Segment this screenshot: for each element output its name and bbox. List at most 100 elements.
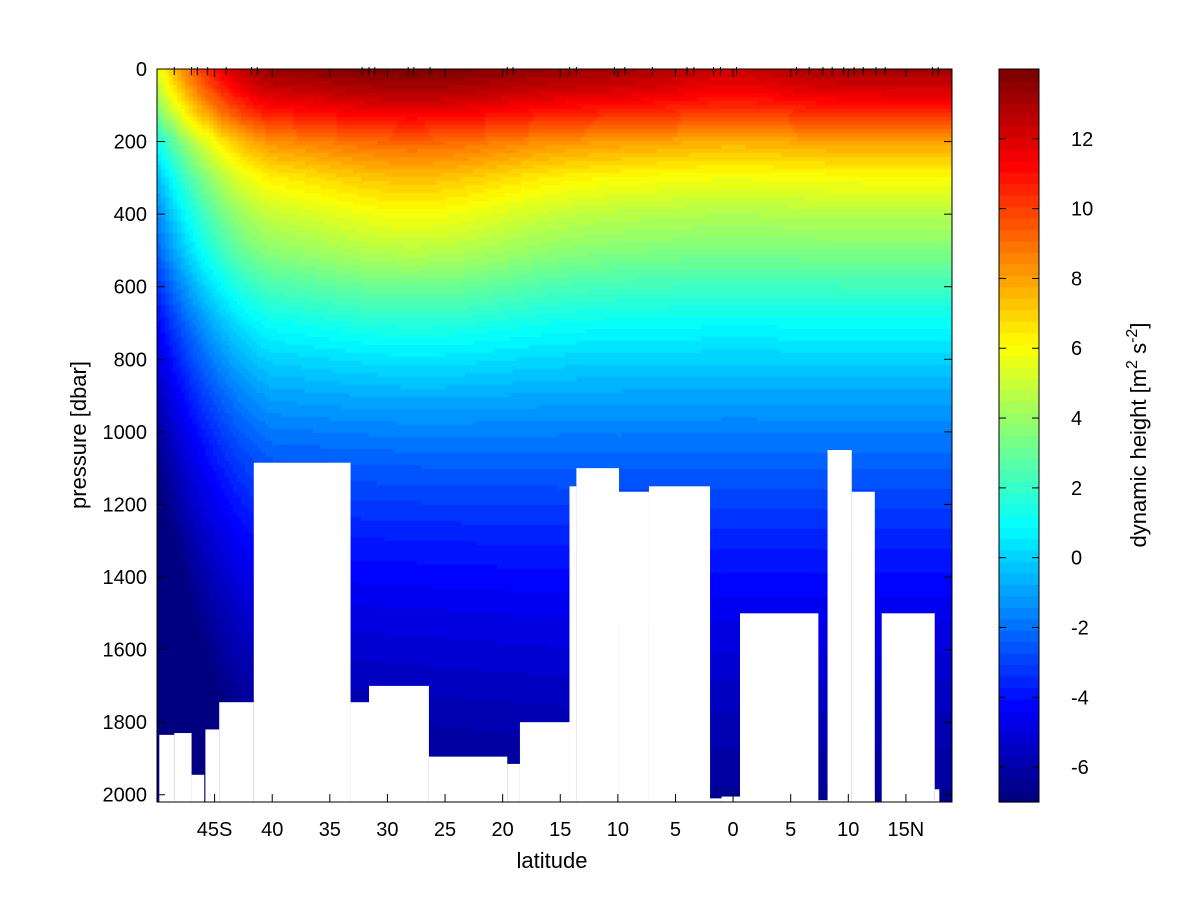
field-cell	[465, 113, 470, 118]
field-cell	[373, 73, 378, 78]
field-cell	[309, 85, 314, 90]
field-cell	[853, 141, 858, 146]
field-cell	[445, 145, 450, 150]
field-cell	[793, 161, 798, 166]
field-cell	[337, 97, 342, 102]
field-cell	[817, 109, 822, 114]
field-cell	[597, 121, 602, 126]
field-cell	[561, 109, 566, 114]
field-cell	[533, 109, 538, 114]
field-cell	[501, 157, 506, 162]
field-cell	[745, 93, 750, 98]
field-cell	[837, 157, 842, 162]
field-cell	[273, 101, 278, 106]
field-cell	[297, 117, 302, 122]
field-cell	[741, 101, 746, 106]
field-cell	[445, 93, 450, 98]
field-cell	[389, 125, 394, 130]
field-cell	[577, 69, 582, 74]
field-cell	[585, 133, 590, 138]
field-cell	[585, 93, 590, 98]
field-cell	[725, 117, 730, 122]
field-cell	[821, 133, 826, 138]
field-cell	[341, 109, 346, 114]
field-cell	[257, 149, 262, 154]
field-cell	[557, 125, 562, 130]
field-cell	[693, 141, 698, 146]
field-cell	[433, 129, 438, 134]
field-cell	[645, 77, 650, 82]
field-cell	[913, 113, 918, 118]
field-cell	[713, 133, 718, 138]
field-cell	[945, 97, 950, 102]
field-cell	[313, 121, 318, 126]
field-cell	[645, 129, 650, 134]
field-cell	[517, 81, 522, 86]
field-cell	[873, 165, 878, 170]
field-cell	[777, 129, 782, 134]
field-cell	[233, 101, 238, 106]
field-cell	[489, 129, 494, 134]
field-cell	[925, 121, 930, 126]
field-cell	[381, 137, 386, 142]
field-cell	[241, 89, 246, 94]
field-cell	[669, 149, 674, 154]
field-cell	[805, 137, 810, 142]
field-cell	[313, 85, 318, 90]
field-cell	[289, 89, 294, 94]
field-cell	[713, 141, 718, 146]
field-cell	[281, 153, 286, 158]
field-cell	[433, 77, 438, 82]
field-cell	[709, 165, 714, 170]
field-cell	[841, 97, 846, 102]
field-cell	[193, 93, 198, 98]
field-cell	[325, 133, 330, 138]
field-cell	[909, 105, 914, 110]
field-cell	[221, 141, 226, 146]
field-cell	[409, 89, 414, 94]
field-cell	[877, 145, 882, 150]
field-cell	[401, 161, 406, 166]
field-cell	[745, 97, 750, 102]
field-cell	[689, 157, 694, 162]
field-cell	[753, 105, 758, 110]
field-cell	[617, 161, 622, 166]
field-cell	[473, 165, 478, 170]
field-cell	[233, 169, 238, 174]
field-cell	[649, 89, 654, 94]
field-cell	[417, 153, 422, 158]
field-cell	[329, 129, 334, 134]
field-cell	[717, 97, 722, 102]
field-cell	[577, 113, 582, 118]
field-cell	[777, 85, 782, 90]
field-cell	[209, 77, 214, 82]
field-cell	[277, 165, 282, 170]
field-cell	[877, 105, 882, 110]
field-cell	[173, 157, 178, 162]
field-cell	[501, 97, 506, 102]
field-cell	[789, 109, 794, 114]
field-cell	[633, 129, 638, 134]
field-cell	[393, 93, 398, 98]
field-cell	[801, 125, 806, 130]
field-cell	[689, 73, 694, 78]
field-cell	[889, 121, 894, 126]
field-cell	[185, 101, 190, 106]
field-cell	[449, 157, 454, 162]
field-cell	[273, 165, 278, 170]
field-cell	[521, 85, 526, 90]
field-cell	[201, 109, 206, 114]
field-cell	[489, 125, 494, 130]
field-cell	[549, 89, 554, 94]
field-cell	[445, 105, 450, 110]
field-cell	[721, 137, 726, 142]
field-cell	[497, 73, 502, 78]
field-cell	[621, 81, 626, 86]
field-cell	[749, 117, 754, 122]
field-cell	[241, 109, 246, 114]
field-cell	[517, 97, 522, 102]
field-cell	[733, 153, 738, 158]
field-cell	[729, 101, 734, 106]
field-cell	[161, 153, 166, 158]
field-cell	[241, 141, 246, 146]
